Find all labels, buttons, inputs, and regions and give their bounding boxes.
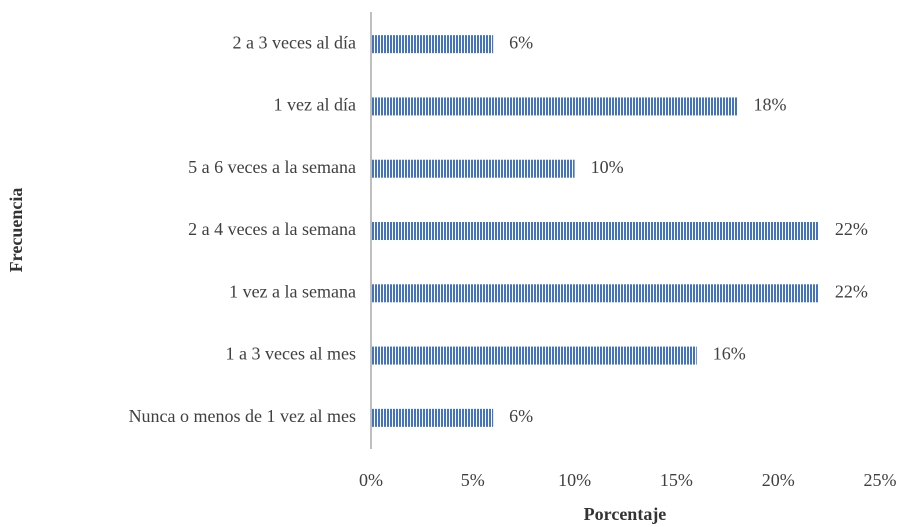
y-tick-label: 2 a 3 veces al día xyxy=(233,32,356,52)
bar xyxy=(371,284,819,303)
data-label: 10% xyxy=(591,157,624,177)
data-label: 6% xyxy=(509,32,533,52)
bar xyxy=(371,408,494,427)
x-axis-title: Porcentaje xyxy=(584,504,667,524)
data-label: 16% xyxy=(713,344,746,364)
x-tick-label: 0% xyxy=(359,470,383,490)
y-axis-title: Frecuencia xyxy=(6,188,26,273)
y-tick-label: 1 vez al día xyxy=(274,95,356,115)
bar xyxy=(371,222,819,240)
y-tick-label: 2 a 4 veces a la semana xyxy=(188,219,356,239)
bar xyxy=(371,97,738,116)
x-tick-label: 20% xyxy=(762,470,795,490)
bar xyxy=(371,35,494,54)
y-tick-label: 1 vez a la semana xyxy=(229,281,356,301)
data-label: 22% xyxy=(835,219,868,239)
x-tick-label: 10% xyxy=(558,470,591,490)
y-tick-label: 5 a 6 veces a la semana xyxy=(188,157,356,177)
x-tick-label: 25% xyxy=(864,470,897,490)
x-tick-label: 15% xyxy=(660,470,693,490)
data-label: 6% xyxy=(509,406,533,426)
data-label: 22% xyxy=(835,281,868,301)
x-tick-label: 5% xyxy=(461,470,485,490)
data-label: 18% xyxy=(753,95,786,115)
bar xyxy=(371,159,575,178)
y-tick-label: 1 a 3 veces al mes xyxy=(226,344,356,364)
bar xyxy=(371,346,697,365)
y-tick-label: Nunca o menos de 1 vez al mes xyxy=(129,406,356,426)
